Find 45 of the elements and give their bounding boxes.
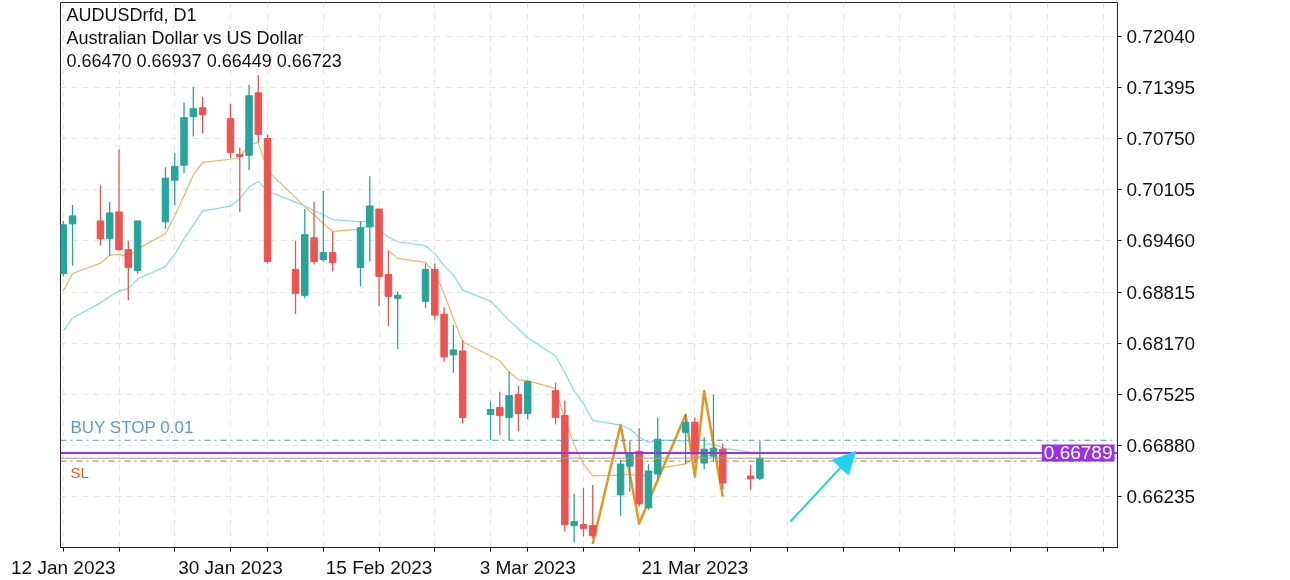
x-tick-label: 15 Feb 2023 [325,556,433,578]
candlestick [366,175,374,263]
candlestick [68,204,77,267]
y-tick-label: 0.68170 [1126,332,1196,354]
chart-title: AUDUSDrfd, D1 [66,4,197,25]
candlestick [319,190,328,263]
x-tick-label: 3 Mar 2023 [479,556,576,578]
candlestick [681,413,690,465]
candlestick [486,400,495,441]
x-tick-label: 12 Jan 2023 [10,556,116,578]
candlestick [198,96,207,135]
candlestick [170,152,179,206]
y-tick-label: 0.70105 [1126,179,1196,201]
candlestick [328,231,337,273]
candlestick [124,240,133,301]
candlestick [514,385,523,432]
candlestick [449,324,458,374]
x-tick-label: 21 Mar 2023 [641,556,749,578]
y-tick-label: 0.67525 [1126,384,1196,406]
y-tick-label: 0.69460 [1126,230,1196,252]
y-tick-label: 0.71395 [1126,76,1196,98]
candlestick [236,146,244,213]
candlestick [756,440,764,481]
ref-line-label: 0.66789 [1043,442,1113,464]
y-tick-label: 0.68815 [1126,281,1196,303]
text: Australian Dollar vs US Dollar [66,27,304,48]
candlestick [579,487,588,538]
candlestick [291,240,300,315]
candlestick [746,464,755,491]
ref-line-label: SL [70,464,89,482]
y-tick-label: 0.66235 [1126,486,1196,508]
candlestick [505,371,513,441]
candlestick [496,391,504,436]
y-tick-label: 0.72040 [1126,25,1196,47]
x-tick-label: 30 Jan 2023 [178,556,283,578]
candlestick [310,201,318,266]
annotation: 0.66470 0.66937 0.66449 0.66723 [66,50,342,71]
y-tick-label: 0.70750 [1126,128,1196,150]
candlestick [96,184,105,247]
ref-line-label: BUY STOP 0.01 [70,418,194,438]
candlestick [189,86,198,138]
candlestick [393,290,402,350]
y-tick-label: 0.66880 [1126,435,1196,457]
candlestick [570,493,578,544]
candlestick [588,484,597,540]
